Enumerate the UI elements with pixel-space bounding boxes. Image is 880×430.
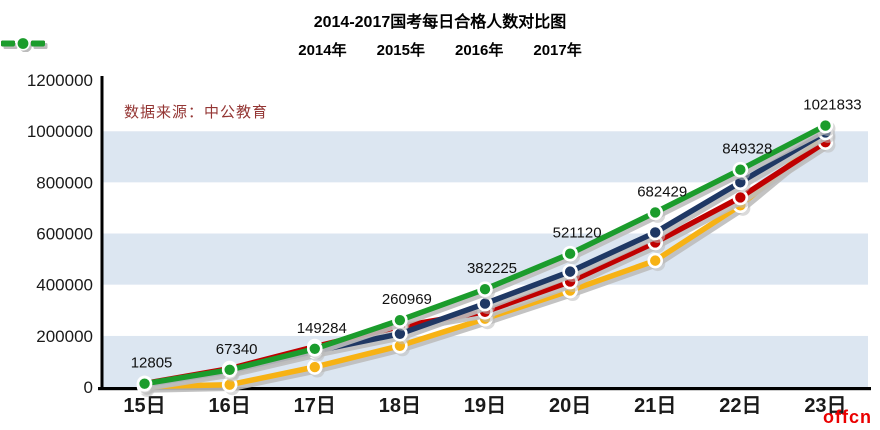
data-point-label: 521120 [553, 225, 602, 242]
data-point-marker-2017年 [392, 312, 408, 329]
data-point-label: 12805 [131, 355, 173, 372]
y-axis-line [100, 76, 104, 390]
data-point-label: 682429 [637, 183, 687, 200]
data-point-marker-2017年 [221, 361, 238, 378]
x-tick-label: 15日 [123, 395, 165, 417]
x-tick-label: 20日 [549, 395, 591, 417]
data-point-marker-2016年 [562, 263, 578, 280]
source-note: 数据来源：中公教育 [124, 104, 269, 121]
y-tick-label: 800000 [36, 173, 93, 192]
x-tick-label: 17日 [294, 395, 336, 417]
data-point-marker-2017年 [562, 245, 578, 262]
data-point-marker-2017年 [306, 341, 323, 357]
data-point-label: 382225 [467, 260, 517, 277]
y-tick-label: 600000 [36, 225, 93, 244]
legend-item-2017年: 2017年 [1, 36, 582, 60]
data-point-marker-2014年 [306, 359, 323, 375]
x-tick-label: 18日 [379, 395, 421, 417]
data-point-marker-2017年 [732, 161, 749, 178]
legend-label: 2017年 [533, 41, 582, 59]
x-tick-label: 21日 [634, 395, 676, 417]
data-point-marker-2017年 [136, 375, 153, 392]
legend-label: 2015年 [376, 41, 425, 59]
data-point-label: 149284 [297, 320, 347, 337]
y-tick-label: 400000 [36, 276, 93, 295]
data-point-marker-2014年 [647, 252, 664, 269]
legend-label: 2014年 [298, 41, 347, 59]
data-point-marker-2017年 [647, 204, 664, 221]
data-point-label: 67340 [216, 341, 258, 358]
data-point-label: 849328 [722, 141, 772, 158]
chart-legend: 2014年 2015年 2016年 2017年 [0, 36, 880, 62]
y-tick-label: 0 [84, 378, 93, 397]
chart-title: 2014-2017国考每日合格人数对比图 [313, 14, 567, 31]
y-tick-label: 200000 [36, 327, 93, 346]
data-point-marker-2016年 [647, 224, 664, 241]
watermark-logo: offcn [823, 407, 872, 427]
x-axis-line [98, 387, 871, 391]
legend-label: 2016年 [455, 41, 504, 59]
data-point-marker-2017年 [817, 117, 834, 134]
x-tick-label: 23日 [804, 395, 846, 417]
y-tick-label: 1000000 [27, 122, 93, 141]
y-tick-label: 1200000 [27, 71, 93, 90]
legend-marker-icon [1, 36, 48, 52]
data-point-label: 260969 [382, 291, 432, 308]
data-point-marker-2017年 [477, 281, 493, 298]
data-point-label: 1021833 [803, 97, 861, 114]
x-tick-label: 19日 [464, 395, 506, 417]
x-tick-label: 22日 [719, 395, 761, 417]
plot-band [102, 233, 868, 285]
plot-band [102, 80, 868, 132]
x-tick-label: 16日 [209, 395, 251, 417]
